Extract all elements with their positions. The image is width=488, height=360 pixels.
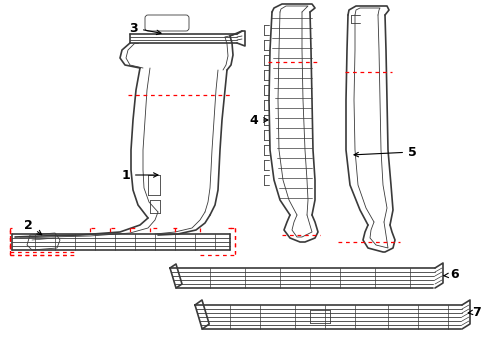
Text: 6: 6 — [443, 269, 458, 282]
Text: 4: 4 — [249, 113, 267, 126]
Text: 2: 2 — [23, 219, 41, 235]
Text: 5: 5 — [353, 145, 416, 158]
Text: 1: 1 — [121, 168, 158, 181]
Text: 3: 3 — [129, 22, 161, 35]
Text: 7: 7 — [468, 306, 480, 319]
